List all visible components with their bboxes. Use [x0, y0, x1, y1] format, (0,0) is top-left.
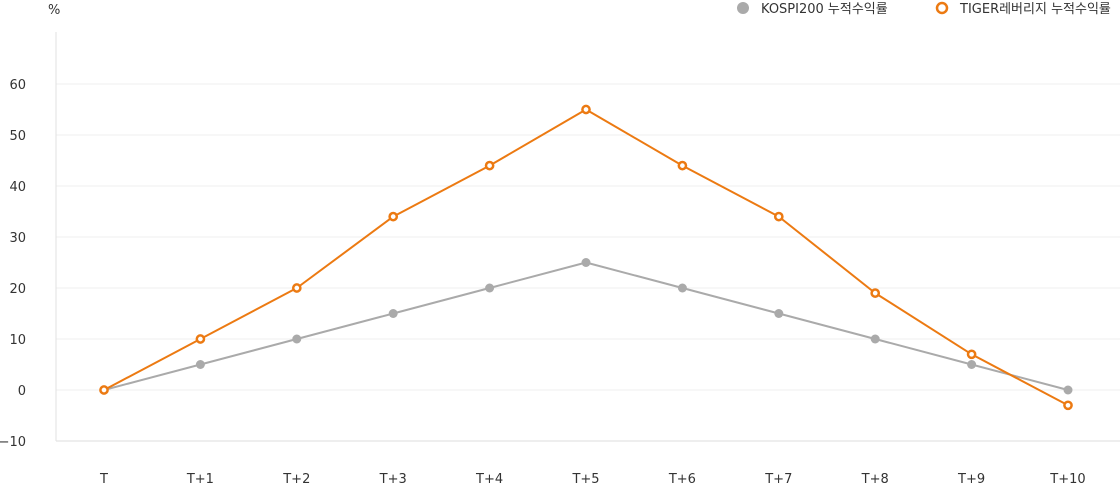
point-tiger-leverage	[484, 160, 495, 171]
x-tick-label: T+9	[957, 472, 985, 484]
y-tick-label: −10	[0, 435, 26, 450]
x-tick-label: T+7	[764, 472, 792, 484]
point-tiger-leverage	[1063, 400, 1073, 411]
y-unit-label: %	[48, 3, 60, 18]
x-tick-labels: T T+1 T+2 T+3 T+4 T+5 T+6 T+7 T+8 T+9 T+10	[99, 472, 1086, 484]
series-line-tiger-leverage	[103, 108, 1069, 407]
point-kospi200	[870, 334, 880, 344]
y-tick-label: 0	[18, 384, 26, 399]
point-kospi200	[581, 258, 591, 267]
x-tick-label: T+2	[282, 472, 310, 484]
legend-label-tiger-leverage: TIGER레버리지 누적수익률	[959, 2, 1111, 17]
legend-label-kospi200: KOSPI200 누적수익률	[761, 2, 888, 17]
x-tick-label: T+3	[379, 472, 407, 484]
y-tick-labels: 60 50 40 30 20 10 0 −10	[0, 78, 26, 450]
x-tick-label: T+4	[475, 472, 503, 484]
point-kospi200	[774, 309, 784, 318]
point-tiger-leverage	[966, 349, 977, 360]
x-tick-label: T+6	[668, 472, 696, 484]
y-tick-label: 20	[9, 282, 26, 297]
y-tick-label: 30	[9, 231, 26, 246]
y-tick-label: 60	[9, 78, 26, 93]
point-tiger-leverage	[870, 288, 881, 298]
x-tick-label: T	[99, 472, 108, 484]
point-tiger-leverage	[581, 104, 591, 115]
y-tick-label: 40	[9, 180, 26, 195]
y-tick-label: 50	[9, 129, 26, 144]
point-kospi200	[967, 360, 977, 369]
series-line-kospi200	[103, 261, 1069, 391]
point-kospi200	[292, 334, 302, 344]
point-kospi200	[388, 309, 398, 318]
point-kospi200	[677, 283, 687, 293]
legend-marker-kospi200	[737, 2, 749, 14]
point-kospi200	[485, 283, 495, 293]
point-tiger-leverage	[677, 160, 688, 171]
point-tiger-leverage	[195, 334, 206, 344]
point-tiger-leverage	[291, 283, 302, 293]
point-tiger-leverage	[388, 211, 399, 222]
point-kospi200	[195, 360, 205, 369]
y-tick-label: 10	[9, 333, 26, 348]
gridlines	[56, 83, 1120, 442]
legend-marker-tiger-leverage	[935, 1, 949, 15]
point-tiger-leverage	[99, 385, 109, 395]
x-tick-label: T+8	[861, 472, 889, 484]
point-kospi200	[1063, 385, 1073, 395]
x-tick-label: T+1	[186, 472, 214, 484]
series	[99, 104, 1073, 411]
legend: KOSPI200 누적수익률 TIGER레버리지 누적수익률	[737, 1, 1111, 17]
point-tiger-leverage	[773, 211, 784, 222]
x-tick-label: T+10	[1049, 472, 1085, 484]
x-tick-label: T+5	[571, 472, 599, 484]
